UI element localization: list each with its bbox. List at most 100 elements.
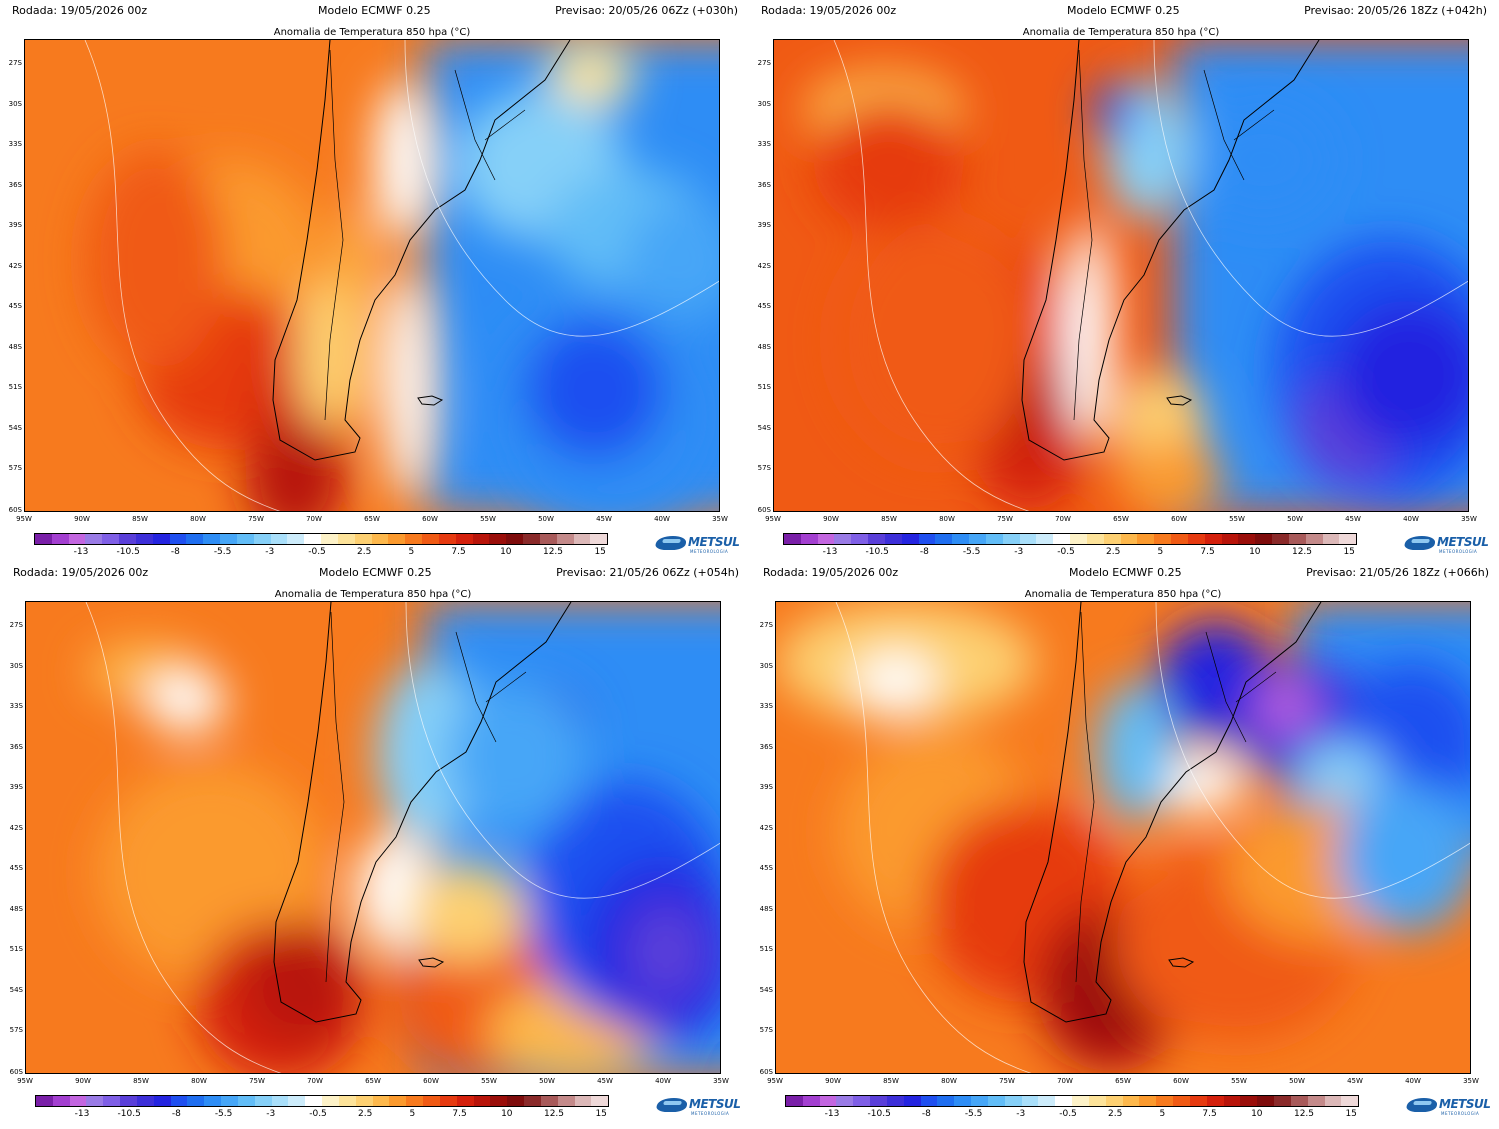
colorbar-swatch: [1105, 1096, 1123, 1106]
colorbar-swatch: [355, 1096, 373, 1106]
anomaly-field: [26, 602, 720, 1073]
anomaly-region: [1064, 220, 1114, 440]
anomaly-region: [625, 200, 719, 320]
longitude-label: 85W: [883, 1077, 899, 1085]
country-borders: [1073, 49, 1275, 421]
colorbar-label: 10: [500, 547, 512, 557]
colorbar: [785, 1095, 1359, 1107]
colorbar-swatch: [853, 1096, 871, 1106]
longitude-label: 35W: [712, 515, 728, 523]
colorbar-swatch: [220, 534, 237, 544]
colorbar-label: 2.5: [1106, 547, 1121, 557]
latitude-label: 54S: [757, 423, 771, 432]
colorbar-swatch: [1036, 534, 1054, 544]
colorbar-swatch: [1238, 534, 1256, 544]
latitude-label: 42S: [757, 261, 771, 270]
logo-subtitle: METEOROLOGIA: [1439, 549, 1478, 554]
colorbar-swatch: [51, 534, 69, 544]
coastline: [1023, 602, 1322, 1023]
colorbar-swatch: [920, 1096, 938, 1106]
anomaly-region: [525, 320, 665, 460]
colorbar-swatch: [1070, 534, 1087, 544]
logo-subtitle: METEOROLOGIA: [691, 1111, 730, 1116]
latitude-label: 30S: [757, 99, 771, 108]
longitude-label: 70W: [306, 515, 322, 523]
latitude-label: 39S: [759, 783, 773, 791]
longitude-label: 90W: [74, 515, 90, 523]
longitude-label: 85W: [132, 515, 148, 523]
latitude-label: 33S: [9, 702, 23, 710]
colorbar-swatch: [985, 534, 1003, 544]
anomaly-region: [1334, 300, 1468, 450]
anomaly-region: [1296, 742, 1386, 802]
colorbar-swatch: [884, 534, 902, 544]
colorbar-label: -13: [74, 1109, 90, 1119]
logo-subtitle: METEOROLOGIA: [690, 549, 729, 554]
colorbar-swatch: [472, 534, 490, 544]
temperature-anomaly-map: [25, 601, 721, 1074]
country-borders: [1075, 611, 1277, 983]
colorbar-swatch: [868, 534, 885, 544]
forecast-panel: Rodada: 19/05/2026 00z Modelo ECMWF 0.25…: [1, 562, 751, 1126]
anomaly-field: [25, 40, 719, 511]
colorbar-swatch: [506, 534, 524, 544]
latitude-label: 45S: [9, 864, 23, 872]
anomaly-region: [626, 902, 706, 1002]
colorbar-label: -13: [822, 547, 838, 557]
colorbar-swatch: [186, 534, 204, 544]
temperature-anomaly-map: [773, 39, 1469, 512]
longitude-label: 55W: [1231, 1077, 1247, 1085]
latitude-label: 33S: [8, 140, 22, 148]
colorbar-swatch: [507, 1096, 525, 1106]
colorbar-label: 12.5: [543, 1109, 565, 1119]
colorbar-label: -5.5: [962, 547, 981, 557]
anomaly-region: [814, 100, 964, 230]
map-title: Anomalia de Temperatura 850 hpa (°C): [1022, 27, 1220, 38]
longitude-label: 65W: [364, 515, 380, 523]
longitude-label: 35W: [713, 1077, 729, 1085]
globe-icon: [654, 536, 688, 550]
colorbar-swatch: [52, 1096, 70, 1106]
longitude-label: 45W: [597, 1077, 613, 1085]
latitude-label: 39S: [757, 221, 771, 229]
colorbar-swatch: [322, 1096, 339, 1106]
anomaly-region: [834, 220, 1034, 460]
colorbar-label: 2.5: [357, 547, 372, 557]
map-title: Anomalia de Temperatura 850 hpa (°C): [1024, 589, 1222, 600]
colorbar-swatch: [802, 1096, 820, 1106]
latitude-label: 33S: [757, 140, 771, 148]
colorbar-swatch: [338, 1096, 356, 1106]
colorbar-label: -10.5: [116, 547, 140, 557]
contour-line: [833, 40, 1468, 511]
colorbar-label: 5: [408, 547, 415, 557]
run-label: Rodada: 19/05/2026 00z: [763, 566, 899, 579]
anomaly-region: [1194, 100, 1334, 220]
longitude-label: 75W: [999, 1077, 1015, 1085]
colorbar-swatch: [1103, 534, 1121, 544]
colorbar-label: 5: [1157, 547, 1164, 557]
longitude-label: 55W: [480, 515, 496, 523]
colorbar-swatch: [1120, 534, 1138, 544]
anomaly-region: [406, 862, 526, 962]
anomaly-field: [774, 40, 1468, 511]
colorbar-swatch: [591, 1096, 609, 1106]
colorbar-swatch: [1171, 534, 1188, 544]
falkland-islands: [418, 957, 445, 968]
colorbar-swatch: [389, 1096, 407, 1106]
colorbar-swatch: [120, 1096, 137, 1106]
latitude-label: 27S: [757, 59, 771, 67]
latitude-label: 57S: [9, 1026, 23, 1034]
colorbar-swatch: [540, 1096, 558, 1106]
latitude-label: 57S: [759, 1026, 773, 1034]
colorbar-label: 12.5: [1291, 547, 1313, 557]
latitude-label: 45S: [8, 302, 22, 310]
latitude-label: 48S: [8, 342, 22, 351]
colorbar-swatch: [305, 1096, 323, 1106]
colorbar-swatch: [170, 1096, 188, 1106]
colorbar-swatch: [969, 534, 986, 544]
colorbar-swatch: [556, 534, 574, 544]
colorbar-swatch: [439, 1096, 457, 1106]
colorbar-swatch: [903, 1096, 921, 1106]
latitude-label: 36S: [8, 180, 22, 189]
latitude-label: 30S: [759, 661, 773, 670]
